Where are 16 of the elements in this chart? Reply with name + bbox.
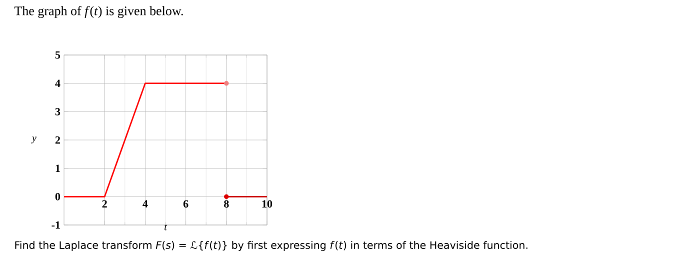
chart-title: The graph of f(t) is given below. — [14, 6, 183, 18]
y-axis-title: y — [31, 136, 36, 144]
y-tick-label: 0 — [55, 192, 60, 200]
y-tick-label: 4 — [55, 80, 60, 87]
x-axis-title: t — [164, 224, 168, 230]
y-tick-label: 5 — [55, 51, 60, 59]
x-tick-label: 6 — [183, 200, 188, 208]
text: Find the Laplace transform F(s) = ℒ{f(t)} by first expressing f(t) in terms of the Heaviside function. — [15, 241, 528, 251]
y-tick-label: -1 — [52, 221, 60, 229]
y-tick-label: 2 — [55, 136, 60, 144]
y-tick-label: 1 — [56, 164, 60, 172]
x-tick-label: 4 — [142, 200, 148, 208]
y-tick-label: 3 — [55, 108, 60, 116]
x-tick-label: 10 — [262, 200, 272, 208]
x-tick-label: 8 — [224, 200, 229, 208]
x-tick-label: 2 — [102, 200, 107, 208]
